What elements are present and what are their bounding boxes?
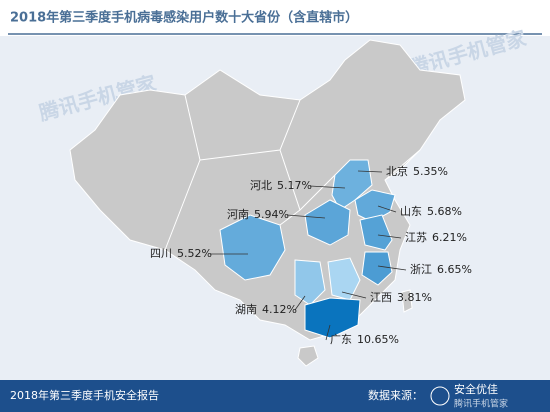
province-label: 江苏 6.21% [405, 231, 467, 244]
province-name: 广东 [330, 333, 352, 346]
province-value: 5.17% [277, 179, 312, 192]
leader-line [325, 324, 331, 341]
footer-brand: 腾讯手机管家 [454, 398, 508, 410]
province-value: 5.52% [177, 247, 212, 260]
title-bar [0, 0, 550, 36]
province-label: 河南 5.94% [227, 208, 289, 221]
leader-line [377, 234, 402, 239]
province-value: 5.35% [413, 165, 448, 178]
province-name: 北京 [386, 164, 408, 178]
province-name: 四川 [150, 247, 172, 260]
footer-badge: 安全优佳 [454, 382, 498, 396]
leader-line [294, 295, 306, 311]
province [304, 297, 361, 339]
leader-line [357, 170, 383, 173]
leader-line [377, 205, 397, 213]
title: 2018年第三季度手机病毒感染用户数十大省份（含直辖市） [10, 10, 358, 26]
map [69, 39, 466, 367]
province-name: 湖南 [235, 303, 257, 316]
province-value: 10.65% [357, 333, 399, 346]
island [401, 289, 413, 313]
province [354, 189, 396, 223]
footer-bar [0, 380, 550, 412]
leader-line [377, 265, 407, 271]
province-label: 河北 5.17% [250, 179, 312, 192]
footer-report: 2018年第三季度手机安全报告 [10, 388, 159, 402]
badge-icon [430, 386, 450, 406]
province [304, 199, 351, 246]
province-name: 江苏 [405, 231, 427, 244]
province-label: 浙江 6.65% [410, 263, 472, 276]
province-name: 河南 [227, 208, 249, 221]
province-label: 四川 5.52% [150, 247, 212, 260]
province-value: 4.12% [262, 303, 297, 316]
province-label: 广东 10.65% [330, 333, 399, 346]
province-value: 6.65% [437, 263, 472, 276]
footer-source: 数据来源： [368, 388, 423, 402]
province-value: 6.21% [432, 231, 467, 244]
province [359, 214, 393, 251]
leader-line [341, 291, 367, 299]
province-name: 江西 [370, 291, 392, 304]
border-lines [164, 94, 421, 251]
leader-line [309, 185, 346, 189]
province-name: 山东 [400, 205, 422, 218]
province [327, 257, 361, 301]
province [331, 159, 373, 211]
province [361, 251, 393, 286]
leader-line [286, 214, 326, 219]
province-label: 湖南 4.12% [235, 303, 297, 316]
province-value: 3.81% [397, 291, 432, 304]
province-value: 5.94% [254, 208, 289, 221]
province-label: 北京 5.35% [386, 164, 448, 178]
province-name: 浙江 [410, 263, 432, 276]
province [219, 214, 286, 281]
island [297, 345, 319, 367]
province-name: 河北 [250, 179, 272, 192]
province-label: 江西 3.81% [370, 291, 432, 304]
province [294, 259, 326, 306]
province-label: 山东 5.68% [400, 205, 462, 218]
province-value: 5.68% [427, 205, 462, 218]
